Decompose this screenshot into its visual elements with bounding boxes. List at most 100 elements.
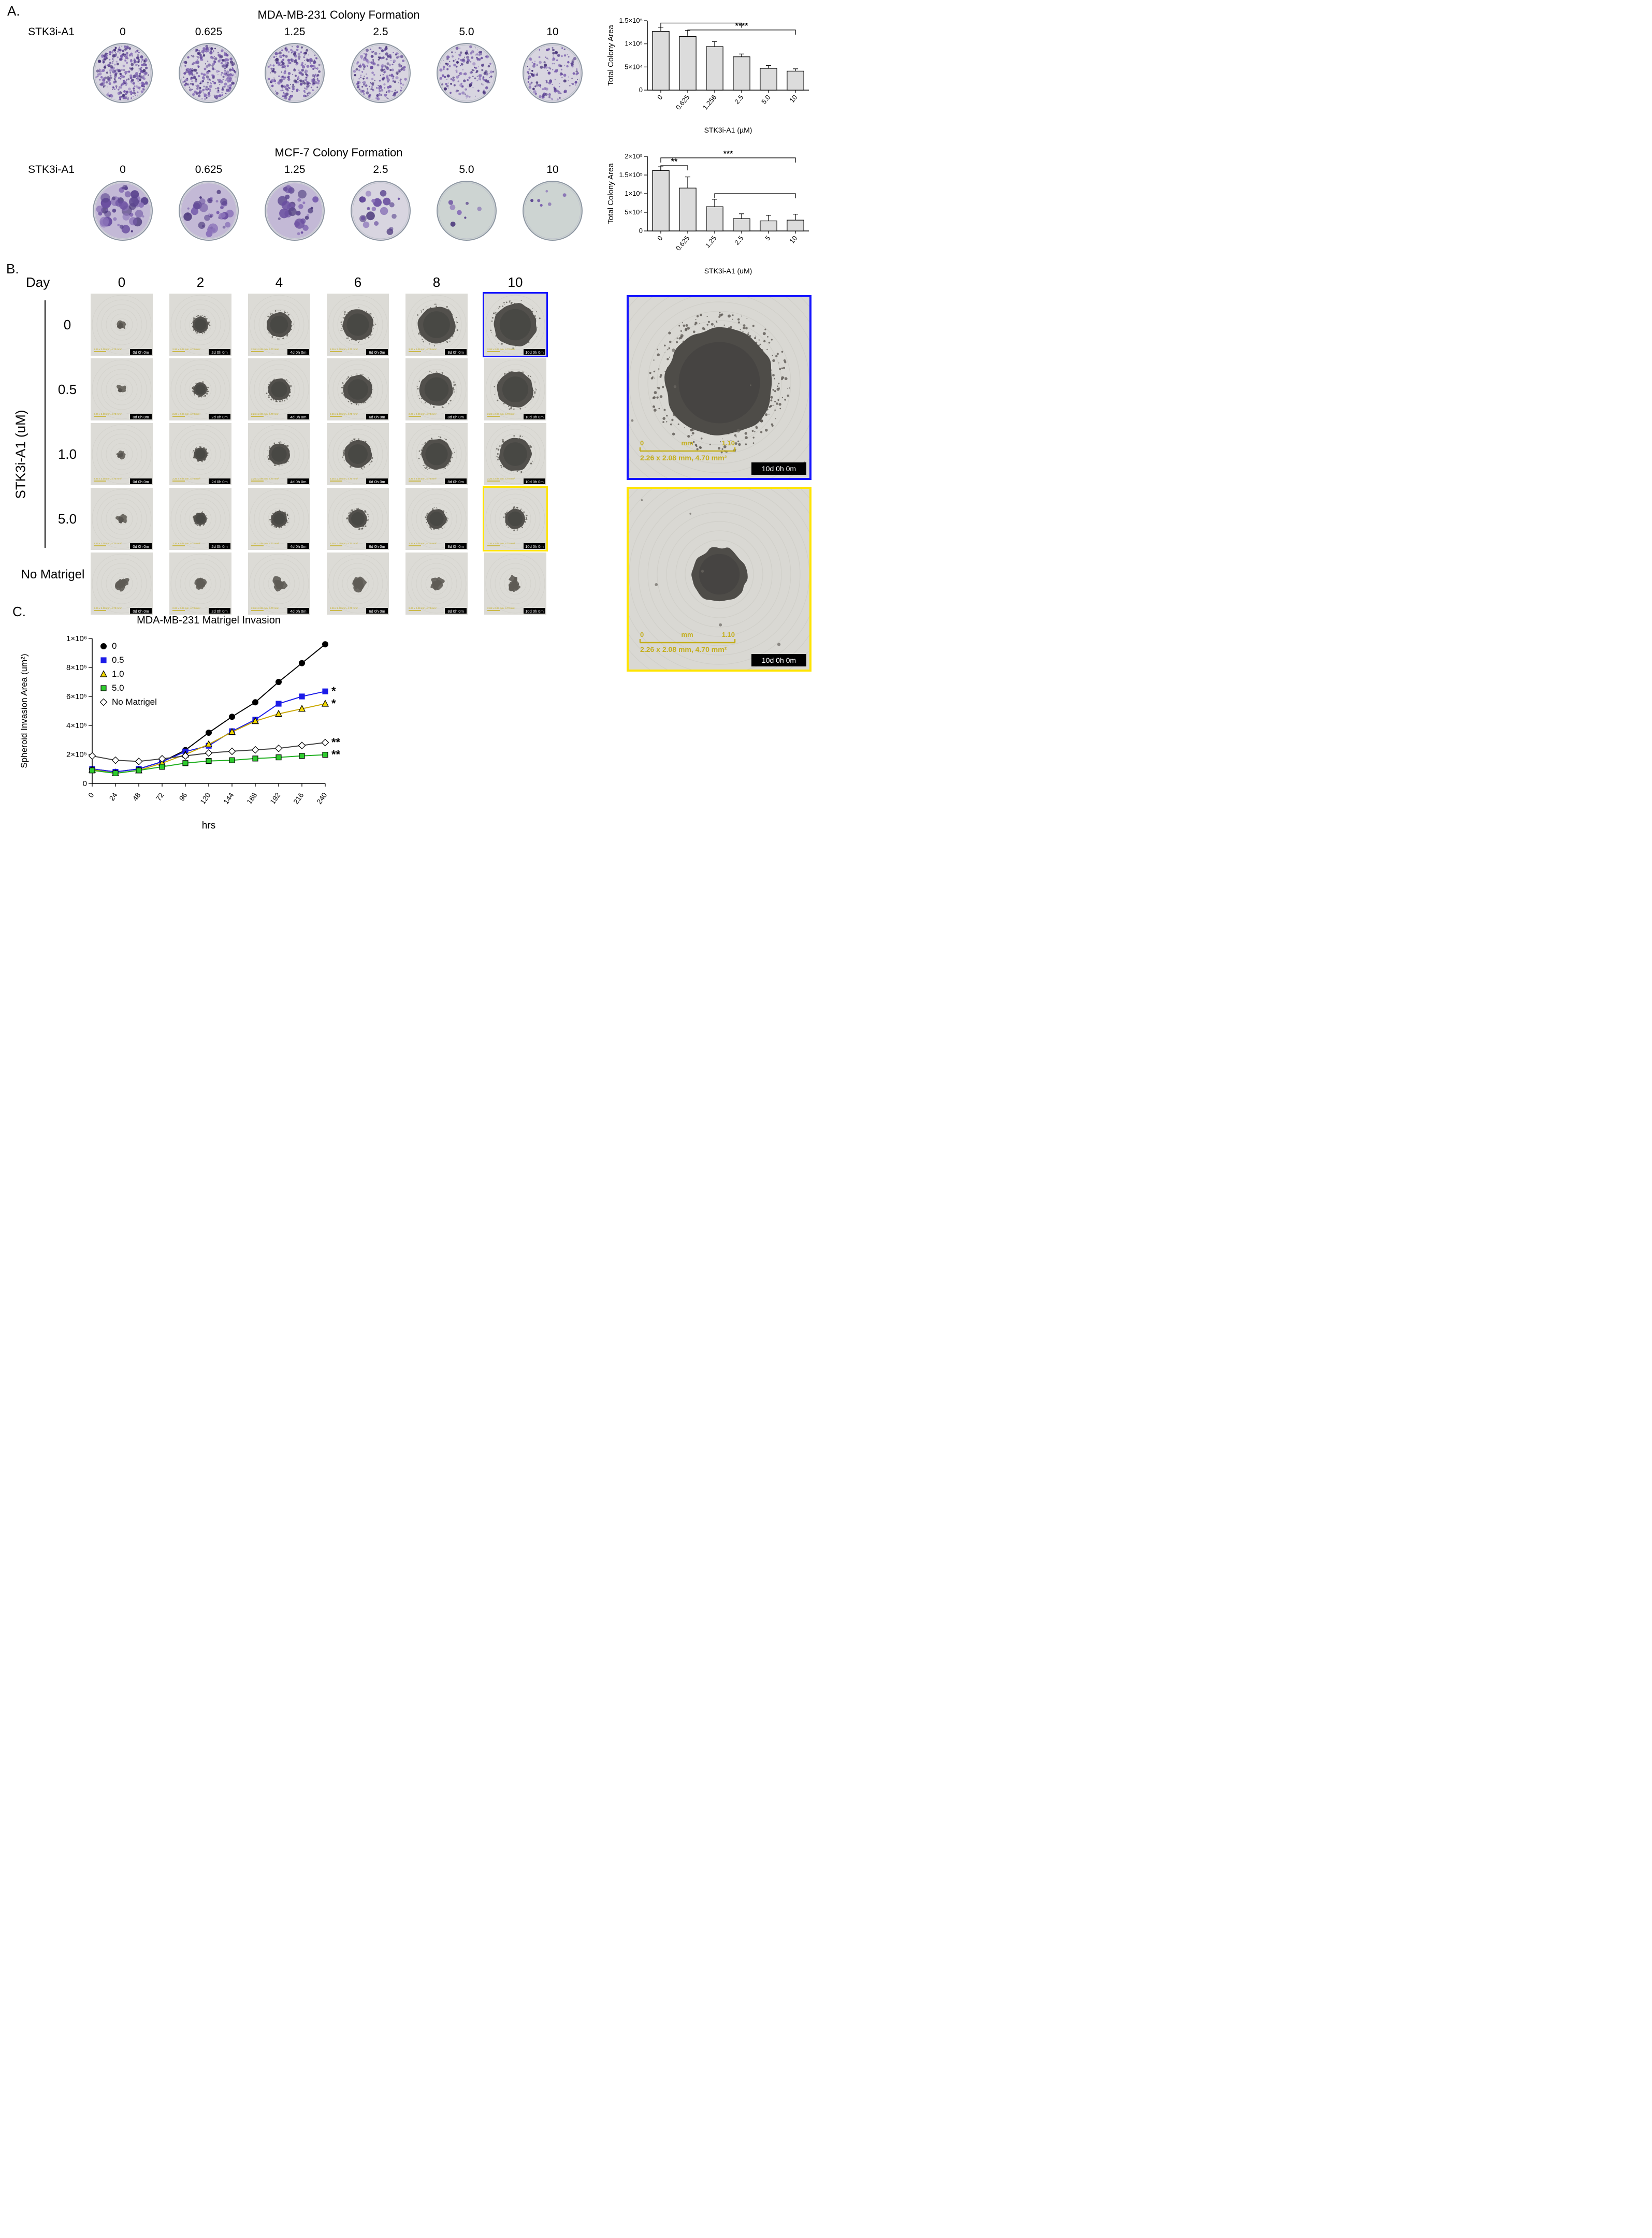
- svg-text:2.26 x 2.08 mm, 4.70 mm²: 2.26 x 2.08 mm, 4.70 mm²: [330, 607, 358, 609]
- svg-text:2.26 x 2.08 mm, 4.70 mm²: 2.26 x 2.08 mm, 4.70 mm²: [94, 542, 122, 545]
- axis-line: [45, 300, 46, 548]
- svg-text:0.625: 0.625: [674, 234, 691, 252]
- svg-text:4×10⁵: 4×10⁵: [66, 721, 87, 730]
- svg-text:216: 216: [292, 791, 306, 805]
- svg-text:8d 0h 0m: 8d 0h 0m: [447, 544, 463, 549]
- stk3i-axis-label: STK3i-A1 (uM): [12, 410, 28, 499]
- spheroid-image: 2.26 x 2.08 mm, 4.70 mm² 2d 0h 0m: [169, 294, 231, 356]
- dose-label: 10: [546, 26, 559, 38]
- dose-label: 0.625: [195, 164, 223, 176]
- svg-text:8d 0h 0m: 8d 0h 0m: [447, 350, 463, 355]
- spheroid-image: 2.26 x 2.08 mm, 4.70 mm² 4d 0h 0m: [248, 358, 310, 420]
- svg-text:5.0: 5.0: [112, 683, 124, 693]
- day-axis-label: Day: [26, 274, 50, 290]
- svg-text:**: **: [671, 157, 678, 166]
- dose-label: 0.625: [195, 26, 223, 38]
- row-dose-label: 0.5: [57, 382, 77, 397]
- petri-dish: [338, 42, 424, 104]
- svg-text:2d 0h 0m: 2d 0h 0m: [211, 350, 227, 355]
- svg-text:192: 192: [268, 791, 282, 805]
- no-matrigel-label: No Matrigel: [21, 568, 85, 582]
- svg-text:24: 24: [107, 791, 119, 802]
- svg-text:mm: mm: [681, 631, 693, 638]
- svg-text:6d 0h 0m: 6d 0h 0m: [369, 609, 385, 614]
- svg-text:1×10⁵: 1×10⁵: [625, 40, 643, 48]
- day-value: 2: [196, 274, 205, 290]
- svg-text:2.26 x 2.08 mm, 4.70 mm²: 2.26 x 2.08 mm, 4.70 mm²: [487, 413, 515, 415]
- svg-text:*: *: [331, 697, 336, 710]
- svg-text:0d 0h 0m: 0d 0h 0m: [133, 544, 149, 549]
- spheroid-image: 2.26 x 2.08 mm, 4.70 mm² 0d 0h 0m: [91, 358, 153, 420]
- dose-label: 2.5: [373, 26, 388, 38]
- svg-text:1.5×10⁵: 1.5×10⁵: [619, 17, 643, 24]
- svg-text:8d 0h 0m: 8d 0h 0m: [447, 415, 463, 419]
- svg-text:2.26 x 2.08 mm, 4.70 mm²: 2.26 x 2.08 mm, 4.70 mm²: [172, 348, 200, 351]
- petri-dish: [166, 180, 252, 241]
- svg-text:4d 0h 0m: 4d 0h 0m: [290, 415, 306, 419]
- svg-text:2.26 x 2.08 mm, 4.70 mm²: 2.26 x 2.08 mm, 4.70 mm²: [487, 348, 515, 351]
- spheroid-image: 2.26 x 2.08 mm, 4.70 mm² 6d 0h 0m: [327, 488, 389, 550]
- row-dose-label: 1.0: [57, 446, 77, 462]
- row-dose-label: 0: [63, 317, 71, 332]
- svg-text:1×10⁵: 1×10⁵: [625, 190, 643, 197]
- svg-text:5×10⁴: 5×10⁴: [625, 63, 643, 70]
- svg-text:Total Colony Area: Total Colony Area: [606, 163, 615, 224]
- svg-text:2.26 x 2.08 mm, 4.70 mm²: 2.26 x 2.08 mm, 4.70 mm²: [172, 607, 200, 609]
- svg-text:240: 240: [315, 791, 329, 805]
- svg-text:5: 5: [763, 234, 772, 242]
- row-dose-label: 5.0: [57, 511, 77, 527]
- spheroid-image: 2.26 x 2.08 mm, 4.70 mm² 10d 0h 0m: [484, 358, 546, 420]
- svg-text:****: ****: [735, 22, 749, 31]
- svg-text:2d 0h 0m: 2d 0h 0m: [211, 544, 227, 549]
- svg-text:2.26 x 2.08 mm, 4.70 mm²: 2.26 x 2.08 mm, 4.70 mm²: [487, 477, 515, 480]
- svg-text:2.5: 2.5: [733, 234, 745, 246]
- treatment-label: STK3i-A1: [28, 164, 75, 176]
- svg-text:**: **: [331, 736, 341, 749]
- svg-text:STK3i-A1 (uM): STK3i-A1 (uM): [704, 267, 752, 275]
- spheroid-image: 2.26 x 2.08 mm, 4.70 mm² 0d 0h 0m: [91, 423, 153, 485]
- svg-text:No Matrigel: No Matrigel: [112, 697, 157, 707]
- svg-text:10d 0h 0m: 10d 0h 0m: [525, 479, 543, 484]
- svg-text:168: 168: [245, 791, 259, 805]
- svg-text:0: 0: [83, 779, 87, 788]
- svg-text:hrs: hrs: [202, 820, 215, 831]
- svg-text:10d 0h 0m: 10d 0h 0m: [525, 350, 543, 355]
- spheroid-image: 2.26 x 2.08 mm, 4.70 mm² 2d 0h 0m: [169, 423, 231, 485]
- svg-text:MDA-MB-231 Matrigel Invasion: MDA-MB-231 Matrigel Invasion: [137, 615, 281, 626]
- spheroid-image: 2.26 x 2.08 mm, 4.70 mm² 2d 0h 0m: [169, 358, 231, 420]
- spheroid-image: 2.26 x 2.08 mm, 4.70 mm² 6d 0h 0m: [327, 294, 389, 356]
- svg-text:2.26 x 2.08 mm, 4.70 mm²: 2.26 x 2.08 mm, 4.70 mm²: [409, 413, 437, 415]
- svg-text:0d 0h 0m: 0d 0h 0m: [133, 415, 149, 419]
- petri-dish: [424, 42, 510, 104]
- svg-text:0d 0h 0m: 0d 0h 0m: [133, 479, 149, 484]
- svg-text:2.26 x 2.08 mm, 4.70 mm²: 2.26 x 2.08 mm, 4.70 mm²: [172, 413, 200, 415]
- svg-text:10: 10: [788, 93, 799, 104]
- colony-row: MCF-7 Colony Formation STK3i-A1 0 0.625 1.25…: [19, 146, 598, 241]
- svg-text:2d 0h 0m: 2d 0h 0m: [211, 479, 227, 484]
- svg-text:2d 0h 0m: 2d 0h 0m: [211, 609, 227, 614]
- spheroid-image: 2.26 x 2.08 mm, 4.70 mm² 10d 0h 0m: [484, 553, 546, 615]
- svg-text:2.26 x 2.08 mm, 4.70 mm²: 2.26 x 2.08 mm, 4.70 mm²: [409, 477, 437, 480]
- spheroid-image: 2.26 x 2.08 mm, 4.70 mm² 2d 0h 0m: [169, 488, 231, 550]
- petri-dish: [80, 180, 166, 241]
- svg-text:0: 0: [640, 439, 644, 447]
- svg-text:0: 0: [112, 641, 117, 651]
- svg-text:2.26 x 2.08 mm, 4.70 mm²: 2.26 x 2.08 mm, 4.70 mm²: [94, 348, 122, 351]
- spheroid-image: 2.26 x 2.08 mm, 4.70 mm² 0d 0h 0m: [91, 553, 153, 615]
- day-value: 10: [508, 274, 523, 290]
- svg-text:144: 144: [222, 791, 236, 805]
- svg-text:10d 0h 0m: 10d 0h 0m: [762, 656, 796, 664]
- spheroid-image: 2.26 x 2.08 mm, 4.70 mm² 6d 0h 0m: [327, 423, 389, 485]
- svg-text:0d 0h 0m: 0d 0h 0m: [133, 350, 149, 355]
- svg-text:6d 0h 0m: 6d 0h 0m: [369, 544, 385, 549]
- svg-text:10d 0h 0m: 10d 0h 0m: [525, 609, 543, 614]
- svg-text:0.625: 0.625: [674, 93, 691, 111]
- svg-text:6d 0h 0m: 6d 0h 0m: [369, 415, 385, 419]
- svg-text:5×10⁴: 5×10⁴: [625, 208, 643, 216]
- colony-grid: STK3i-A1 0 0.625 1.25 2.5 5.0 10: [19, 26, 598, 104]
- svg-text:**: **: [331, 748, 341, 761]
- spheroid-image: 2.26 x 2.08 mm, 4.70 mm² 6d 0h 0m: [327, 358, 389, 420]
- svg-text:2.26 x 2.08 mm, 4.70 mm²: 2.26 x 2.08 mm, 4.70 mm²: [94, 413, 122, 415]
- petri-dish: [338, 180, 424, 241]
- dose-label: 0: [120, 164, 126, 176]
